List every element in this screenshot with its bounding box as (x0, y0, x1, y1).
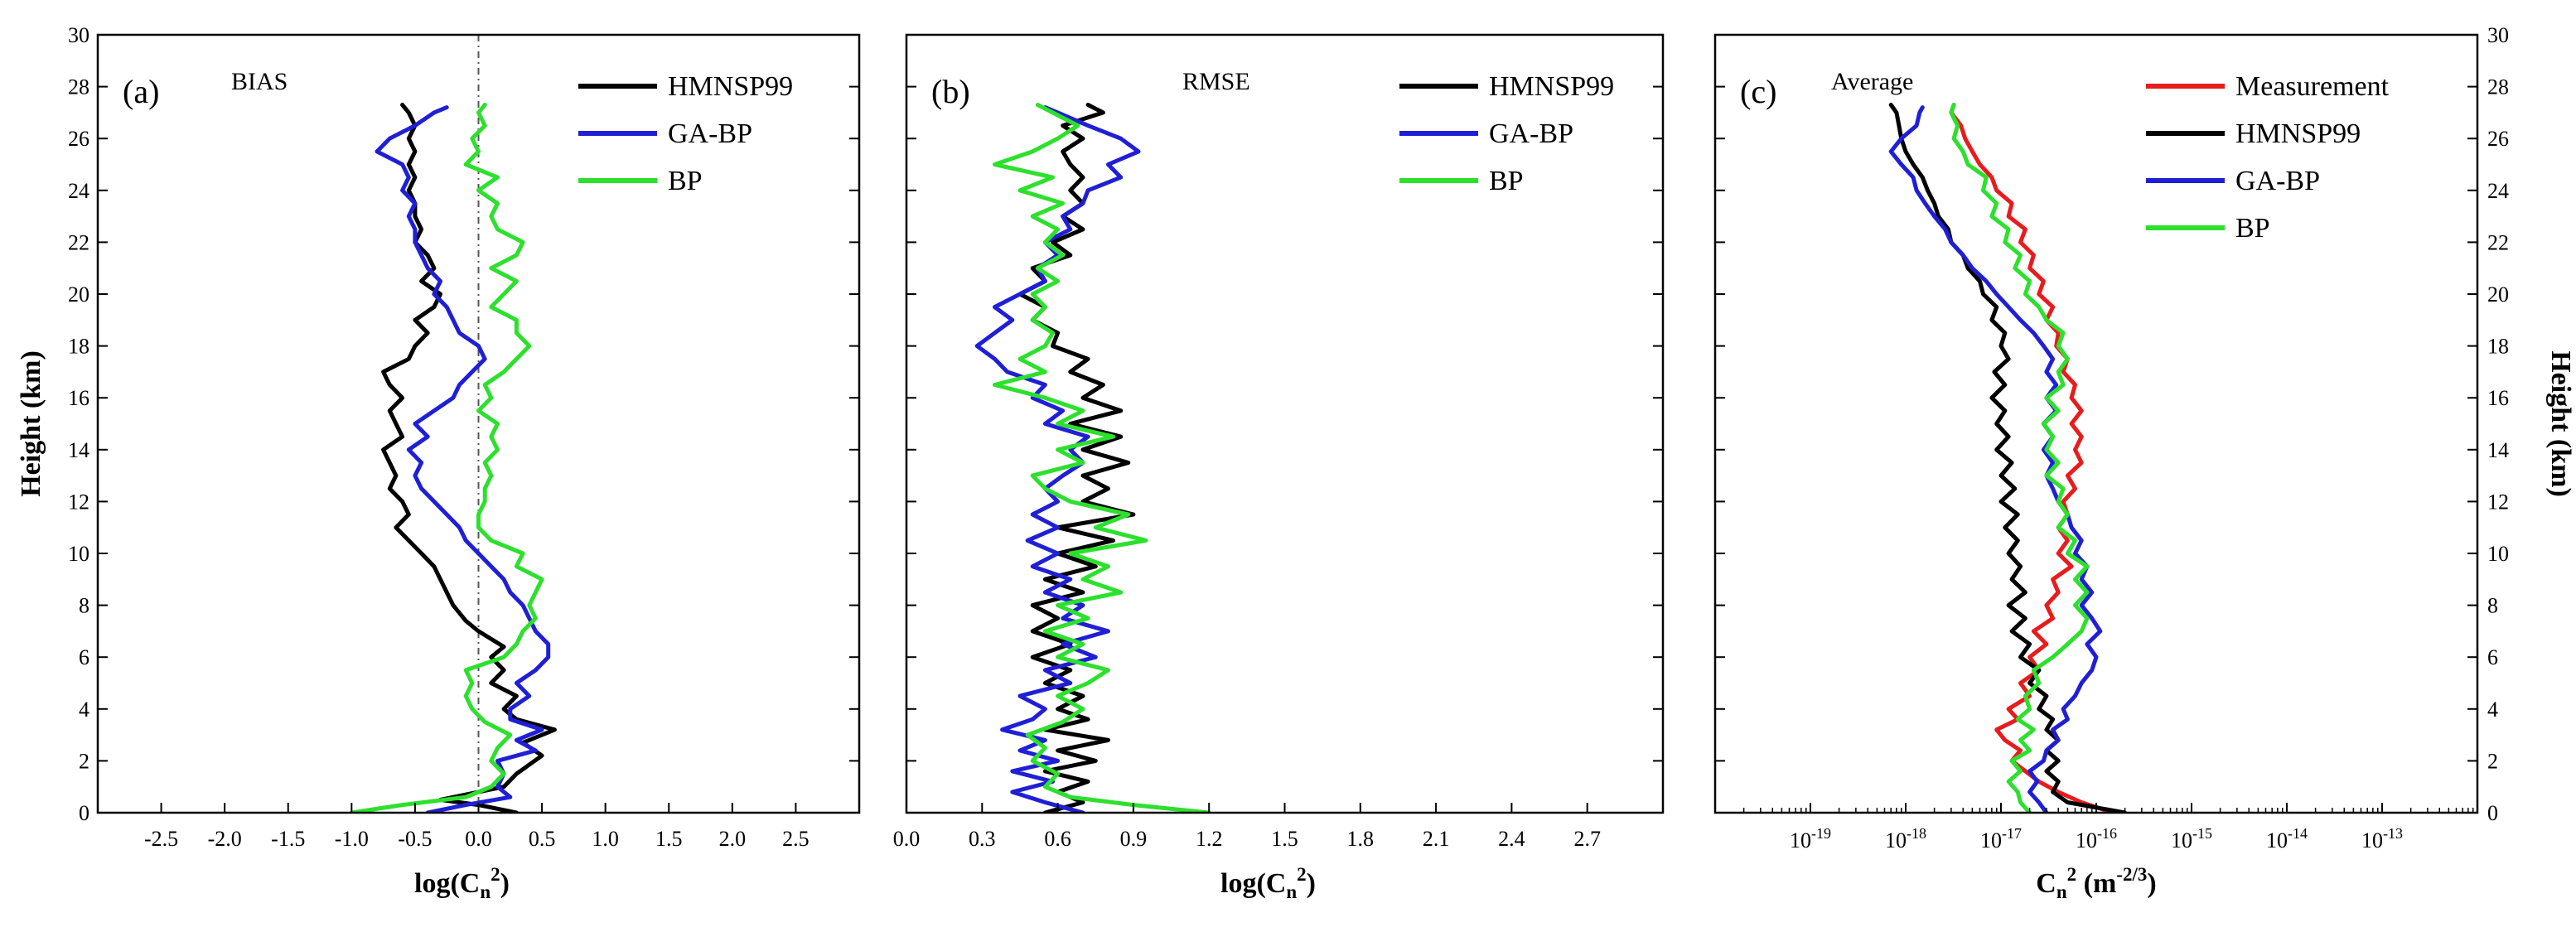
x-tick-label: 2.0 (719, 827, 747, 851)
x-tick-label: 10-16 (2076, 825, 2117, 852)
series-line-ga-bp (974, 105, 1141, 813)
y-tick-label: 18 (2487, 335, 2509, 359)
x-tick-label: 0.9 (1120, 827, 1148, 851)
x-tick-label: 10-13 (2361, 825, 2403, 852)
y-tick-label: 16 (2487, 386, 2509, 410)
x-tick-label: 1.2 (1196, 827, 1223, 851)
x-tick-label: 10-15 (2171, 825, 2212, 852)
x-tick-label: 1.5 (655, 827, 683, 851)
y-tick-label: 18 (68, 335, 89, 359)
x-tick-label: 2.1 (1423, 827, 1450, 851)
y-axis-title: Height (km) (2545, 350, 2576, 497)
x-tick-label: 10-18 (1885, 825, 1926, 852)
panel-b: 0.0 0.3 0.6 0.9 1.2 1.5 1.8 2.1 2.4 2.7 (b) RMSE HMN… (893, 33, 1665, 902)
y-tick-label: 22 (68, 230, 89, 254)
x-tick-label: 2.5 (782, 827, 810, 851)
x-tick-label: -2.0 (208, 827, 242, 851)
series-line-ga-bp (375, 105, 551, 813)
panel-label: (c) (1740, 73, 1776, 110)
y-tick-label: 10 (68, 542, 89, 566)
legend-label: GA-BP (2235, 166, 2320, 196)
legend-label: HMNSP99 (668, 71, 793, 102)
y-axis-title: Height (km) (16, 350, 46, 497)
y-tick-label: 2 (79, 749, 89, 773)
x-axis-title: log(Cn2) (414, 864, 510, 902)
x-tick-label: -1.5 (271, 827, 305, 851)
panel-label: (b) (931, 73, 970, 110)
y-tick-label: 28 (2487, 75, 2509, 99)
legend-label: BP (668, 166, 703, 196)
panel-title: RMSE (1182, 68, 1250, 95)
y-tick-label: 4 (79, 698, 89, 722)
x-tick-label: -2.5 (144, 827, 178, 851)
legend-label: HMNSP99 (2235, 118, 2361, 149)
y-tick-label: 22 (2487, 230, 2509, 254)
y-tick-label: 12 (2487, 490, 2509, 514)
y-tick-label: 10 (2487, 542, 2509, 566)
y-tick-label: 0 (2487, 801, 2498, 825)
x-tick-label: -1.0 (335, 827, 369, 851)
x-tick-label: 2.4 (1498, 827, 1525, 851)
series-line-hmnsp99 (1888, 103, 2128, 813)
x-tick-label: 0.6 (1044, 827, 1071, 851)
y-tick-label: 16 (68, 386, 89, 410)
series-line-measurement (1949, 103, 2115, 813)
panel-title: BIAS (231, 68, 288, 95)
x-tick-label: 1.5 (1271, 827, 1298, 851)
y-tick-label: 30 (2487, 23, 2509, 47)
y-tick-label: 26 (2487, 127, 2509, 151)
y-tick-label: 2 (2487, 749, 2498, 773)
x-tick-label: 1.0 (592, 827, 619, 851)
series-line-bp (349, 103, 544, 813)
x-tick-label: 10-19 (1790, 825, 1831, 852)
x-tick-label: 2.7 (1573, 827, 1601, 851)
y-tick-label: 24 (68, 179, 89, 203)
y-tick-label: 6 (79, 645, 89, 669)
legend-label: Measurement (2235, 71, 2390, 102)
y-tick-label: 8 (79, 594, 89, 618)
x-tick-label: -0.5 (398, 827, 432, 851)
series-line-bp (993, 103, 1211, 813)
x-tick-label: 0.3 (969, 827, 996, 851)
y-tick-label: 20 (2487, 282, 2509, 307)
y-tick-label: 14 (68, 438, 89, 462)
y-tick-label: 8 (2487, 594, 2498, 618)
series-line-ga-bp (1888, 105, 2103, 813)
y-tick-label: 12 (68, 490, 89, 514)
x-axis-title: log(Cn2) (1220, 864, 1316, 902)
y-tick-label: 4 (2487, 698, 2498, 722)
x-tick-label: 1.8 (1347, 827, 1375, 851)
y-tick-label: 30 (68, 23, 89, 47)
legend-label: HMNSP99 (1489, 71, 1614, 102)
x-tick-label: 10-17 (1980, 825, 2022, 852)
y-tick-label: 28 (68, 75, 89, 99)
y-tick-label: 20 (68, 282, 89, 307)
x-axis-title: Cn2 (m-2/3) (2036, 864, 2156, 902)
panel-title: Average (1831, 68, 1913, 95)
legend-label: GA-BP (668, 118, 752, 149)
x-tick-label: 10-14 (2266, 825, 2308, 852)
plot-frame (1713, 33, 2479, 814)
y-tick-label: 6 (2487, 645, 2498, 669)
panel-label: (a) (123, 73, 159, 110)
series-line-hmnsp99 (381, 103, 557, 813)
series-line-bp (1949, 103, 2090, 813)
y-tick-label: 0 (79, 801, 89, 825)
x-tick-label: 0.5 (529, 827, 556, 851)
x-tick-label: 0.0 (893, 827, 921, 851)
y-tick-label: 26 (68, 127, 89, 151)
y-tick-label: 14 (2487, 438, 2509, 462)
legend-label: BP (2235, 213, 2270, 244)
x-tick-label: 0.0 (465, 827, 492, 851)
legend-label: GA-BP (1489, 118, 1573, 149)
legend-label: BP (1489, 166, 1524, 196)
y-tick-label: 24 (2487, 179, 2509, 203)
